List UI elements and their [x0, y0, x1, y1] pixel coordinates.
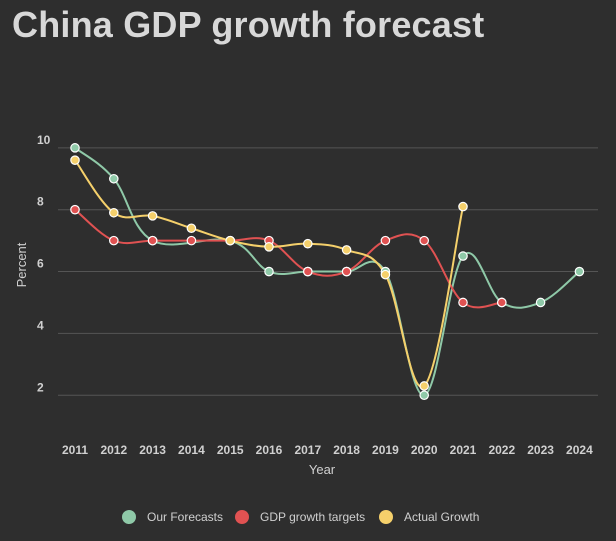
x-tick-label: 2016 — [256, 443, 283, 457]
data-point[interactable] — [380, 235, 391, 246]
y-tick-label: 10 — [37, 133, 51, 147]
legend-label: GDP growth targets — [260, 510, 365, 524]
series-line-0 — [74, 147, 581, 397]
x-tick-label: 2019 — [372, 443, 399, 457]
y-tick-label: 6 — [37, 257, 44, 271]
x-tick-label: 2022 — [488, 443, 515, 457]
data-point[interactable] — [264, 266, 274, 277]
data-point[interactable] — [186, 235, 197, 246]
y-tick-label: 4 — [37, 318, 44, 332]
x-tick-label: 2013 — [139, 443, 166, 457]
x-tick-label: 2014 — [178, 443, 205, 457]
data-point[interactable] — [186, 223, 197, 234]
series-line-2 — [74, 159, 464, 388]
y-tick-label: 2 — [37, 380, 44, 394]
data-point[interactable] — [341, 245, 352, 255]
legend-marker — [122, 510, 136, 524]
data-point[interactable] — [109, 207, 119, 218]
data-point[interactable] — [574, 266, 585, 277]
x-tick-label: 2020 — [411, 443, 438, 457]
data-point[interactable] — [147, 211, 158, 221]
y-axis-label: Percent — [14, 242, 29, 287]
legend: Our Forecasts GDP growth targets Actual Gr… — [122, 510, 479, 524]
data-point[interactable] — [380, 269, 391, 280]
chart-title: China GDP growth forecast — [12, 4, 485, 45]
x-tick-labels: 2011 2012 2013 2014 2015 2016 2017 2018 2019 2020… — [62, 443, 593, 457]
legend-label: Actual Growth — [404, 510, 479, 524]
data-point[interactable] — [496, 297, 507, 308]
x-tick-label: 2018 — [333, 443, 360, 457]
series-line-1 — [74, 208, 502, 309]
data-point[interactable] — [419, 235, 429, 246]
data-point[interactable] — [341, 266, 352, 277]
legend-item[interactable]: GDP growth targets — [235, 510, 365, 524]
data-point[interactable] — [458, 251, 468, 261]
x-tick-label: 2023 — [527, 443, 554, 457]
y-tick-label: 8 — [37, 195, 44, 209]
data-point[interactable] — [419, 390, 429, 401]
data-point[interactable] — [302, 238, 313, 249]
data-point[interactable] — [70, 204, 80, 215]
x-tick-label: 2021 — [450, 443, 477, 457]
x-tick-label: 2011 — [62, 443, 88, 457]
x-axis-label: Year — [309, 462, 336, 477]
data-point[interactable] — [458, 297, 468, 308]
data-point[interactable] — [264, 242, 274, 252]
data-point[interactable] — [109, 173, 119, 184]
x-tick-label: 2012 — [100, 443, 127, 457]
x-tick-label: 2017 — [294, 443, 321, 457]
legend-item[interactable]: Our Forecasts — [122, 510, 223, 524]
data-point[interactable] — [70, 143, 80, 153]
data-point[interactable] — [302, 266, 313, 277]
y-tick-labels: 2 4 6 8 10 — [37, 133, 51, 394]
data-point[interactable] — [535, 297, 546, 308]
data-point[interactable] — [70, 155, 80, 166]
data-point[interactable] — [109, 235, 119, 246]
legend-label: Our Forecasts — [147, 510, 223, 524]
series-points — [70, 143, 585, 401]
data-point[interactable] — [147, 235, 158, 246]
data-point[interactable] — [419, 381, 429, 391]
legend-item[interactable]: Actual Growth — [379, 510, 479, 524]
x-tick-label: 2024 — [566, 443, 593, 457]
x-tick-label: 2015 — [217, 443, 244, 457]
data-point[interactable] — [225, 235, 235, 246]
legend-marker — [235, 510, 249, 524]
data-point[interactable] — [458, 201, 468, 212]
legend-marker — [379, 510, 393, 524]
